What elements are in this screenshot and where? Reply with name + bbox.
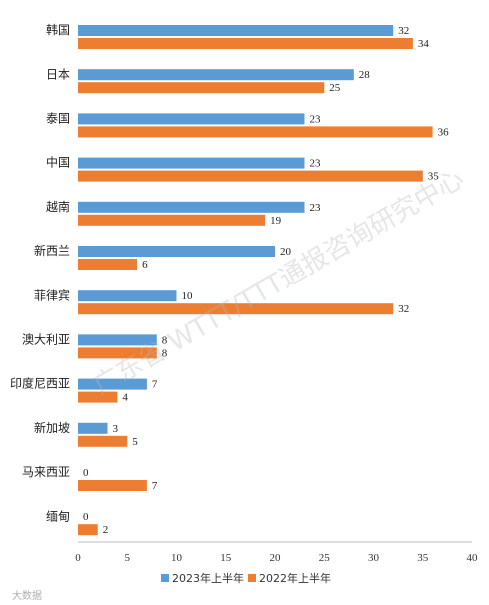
bar-2022	[78, 82, 325, 94]
category-label: 马来西亚	[22, 465, 70, 479]
bar-2023	[78, 334, 157, 346]
category-label: 泰国	[46, 112, 70, 126]
data-label: 28	[359, 69, 371, 81]
bar-2022	[78, 347, 157, 359]
bar-2022	[78, 126, 433, 138]
bar-2022	[78, 391, 118, 403]
category-label: 澳大利亚	[22, 333, 70, 347]
bar-2023	[78, 113, 305, 125]
bar-2023	[78, 25, 394, 36]
bar-2023	[78, 378, 147, 390]
data-label: 35	[428, 171, 440, 183]
data-label: 8	[162, 334, 168, 346]
data-label: 8	[162, 347, 168, 359]
x-tick-label: 30	[368, 552, 380, 564]
bar-2022	[78, 435, 128, 447]
x-tick-labels: 0 5 10 15 20 25 30 35 40	[75, 552, 478, 564]
watermark: 广东省 WTTT/TTT通报咨询研究中心	[89, 164, 470, 401]
category-label: 日本	[46, 67, 70, 81]
data-label: 23	[310, 113, 322, 125]
category-label: 新西兰	[34, 243, 70, 258]
x-tick-label: 40	[467, 552, 479, 564]
bar-2023	[78, 422, 108, 434]
legend-swatch-2022	[248, 574, 256, 582]
category-label: 越南	[46, 199, 70, 214]
x-tick-label: 25	[319, 552, 331, 564]
legend-label-2022: 2022年上半年	[259, 571, 331, 585]
data-label: 32	[398, 303, 409, 315]
data-label: 5	[132, 436, 138, 448]
bar-2022	[78, 38, 413, 49]
category-label: 中国	[46, 155, 70, 170]
data-label: 20	[280, 246, 292, 258]
data-label: 23	[310, 158, 322, 170]
category-label: 新加坡	[34, 420, 70, 435]
bar-2022	[78, 303, 394, 315]
category-label: 缅甸	[46, 509, 70, 523]
category-label: 菲律宾	[34, 287, 70, 302]
x-tick-label: 15	[220, 552, 232, 564]
corner-watermark: 大数据	[12, 589, 42, 602]
x-tick-label: 35	[417, 552, 429, 564]
data-label: 19	[270, 215, 282, 227]
legend-swatch-2023	[161, 574, 169, 582]
bar-2022	[78, 524, 98, 536]
data-label: 7	[152, 480, 158, 492]
x-tick-label: 20	[270, 552, 282, 564]
legend: 2023年上半年 2022年上半年	[161, 571, 331, 585]
data-label: 2	[103, 524, 109, 536]
data-label: 0	[83, 511, 89, 523]
data-label: 7	[152, 379, 158, 391]
bar-2023	[78, 201, 305, 213]
data-label: 4	[122, 392, 128, 404]
bars-layer	[78, 25, 433, 536]
data-label: 10	[182, 290, 194, 302]
data-label: 32	[398, 25, 409, 37]
category-label: 印度尼西亚	[10, 376, 70, 391]
x-tick-label: 0	[75, 552, 81, 564]
bar-2022	[78, 259, 138, 270]
x-tick-label: 10	[171, 552, 183, 564]
bar-2022	[78, 170, 423, 182]
data-label: 3	[113, 423, 119, 435]
legend-label-2023: 2023年上半年	[172, 571, 244, 585]
bar-2023	[78, 69, 354, 81]
bar-2022	[78, 480, 147, 491]
bar-2022	[78, 214, 266, 226]
data-label: 36	[438, 126, 450, 138]
data-label: 23	[310, 202, 322, 214]
data-label: 34	[418, 38, 430, 50]
data-label: 6	[142, 259, 148, 271]
data-label: 25	[329, 82, 341, 94]
bar-2023	[78, 157, 305, 169]
category-label: 韩国	[46, 22, 70, 37]
x-tick-label: 5	[125, 552, 131, 564]
bar-2023	[78, 290, 177, 302]
data-label: 0	[83, 467, 89, 479]
bar-2023	[78, 246, 275, 257]
